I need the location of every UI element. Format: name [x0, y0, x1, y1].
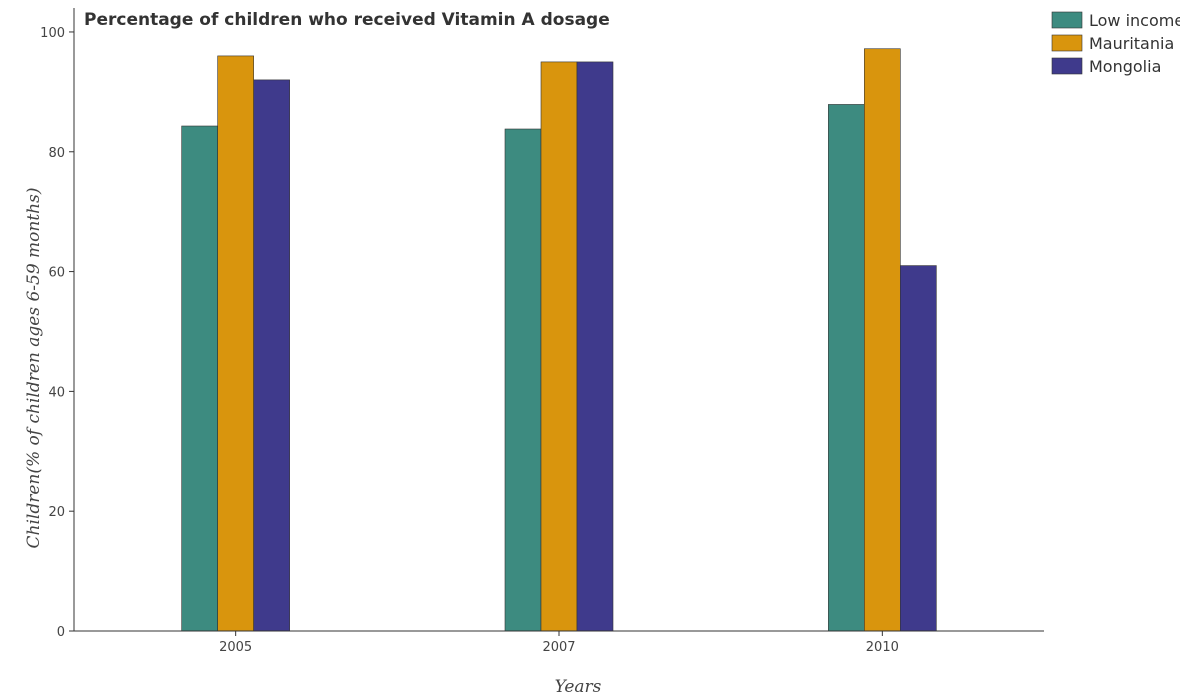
x-tick-label: 2010 [866, 640, 899, 655]
x-tick-label: 2005 [219, 640, 252, 655]
bar-low-income-2007 [504, 128, 542, 632]
x-tick-label: 2007 [542, 640, 575, 655]
y-tick-label: 40 [48, 385, 65, 400]
y-axis-ticks: 0 20 40 60 80 100 [40, 26, 74, 640]
x-axis-label: Years [555, 677, 602, 697]
bar-mauritania-2007 [540, 61, 578, 632]
legend: Low income Mauritania Mongolia [1051, 11, 1180, 76]
y-axis-label: Children(% of children ages 6-59 months) [24, 188, 44, 549]
y-tick-label: 80 [48, 146, 65, 161]
chart-title: Percentage of children who received Vita… [84, 10, 610, 30]
y-tick-label: 100 [40, 26, 65, 41]
bar-mauritania-2010 [864, 48, 901, 632]
y-tick-label: 20 [48, 505, 65, 520]
legend-label: Mauritania [1089, 34, 1174, 53]
legend-label: Low income [1089, 11, 1180, 30]
bar-mauritania-2005 [217, 55, 254, 632]
y-tick-label: 0 [57, 625, 65, 640]
bar-low-income-2005 [181, 125, 218, 632]
legend-swatch [1051, 34, 1083, 52]
x-axis-ticks: 2005 2007 2010 [219, 631, 899, 655]
bar-mongolia-2007 [576, 61, 614, 632]
bar-mongolia-2010 [900, 265, 937, 632]
legend-swatch [1051, 57, 1083, 75]
bar-low-income-2010 [828, 104, 865, 632]
bar-mongolia-2005 [253, 79, 290, 632]
legend-label: Mongolia [1089, 57, 1161, 76]
legend-swatch [1051, 11, 1083, 29]
y-tick-label: 60 [48, 266, 65, 281]
bars-group [181, 48, 937, 632]
